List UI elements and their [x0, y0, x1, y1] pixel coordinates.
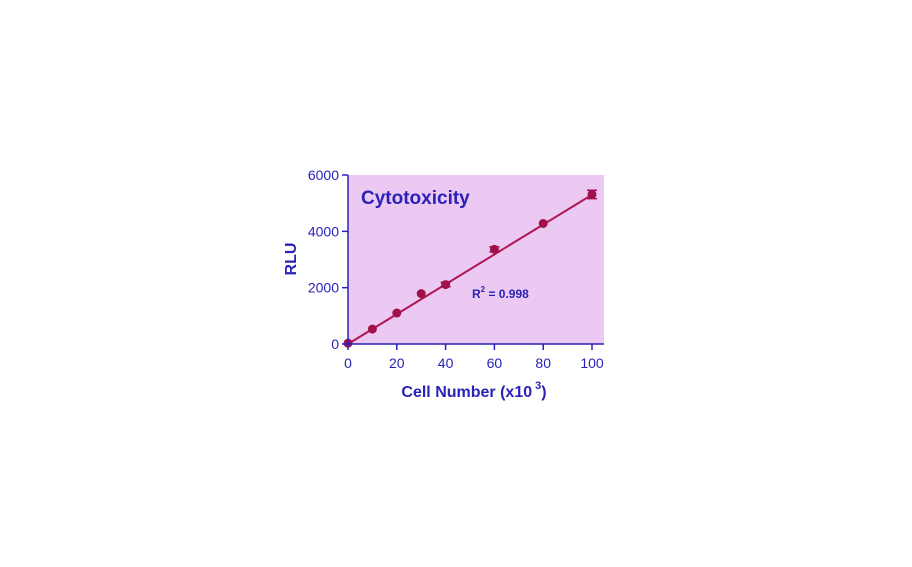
- fit-line: [347, 193, 593, 345]
- r-squared-annotation: R2 = 0.998: [472, 285, 529, 301]
- plot-area: [348, 175, 604, 344]
- x-axis-label-sup: 3: [535, 380, 541, 392]
- x-tick-label: 0: [344, 355, 352, 371]
- r-squared-value: = 0.998: [485, 287, 529, 301]
- r-squared-prefix: R: [472, 287, 481, 301]
- data-point: [587, 189, 597, 199]
- data-point: [489, 244, 499, 254]
- x-axis-label: Cell Number (x10 3): [401, 380, 546, 401]
- y-tick-label: 0: [331, 336, 339, 352]
- x-tick-label: 40: [438, 355, 454, 371]
- data-point: [392, 308, 402, 318]
- x-tick-label: 60: [487, 355, 503, 371]
- y-tick-label: 2000: [308, 280, 339, 296]
- x-axis-label-main: Cell Number (x10: [401, 384, 532, 401]
- data-point: [441, 280, 451, 290]
- x-tick-label: 80: [535, 355, 551, 371]
- r-squared-sup: 2: [481, 285, 486, 294]
- x-tick-label: 100: [580, 355, 604, 371]
- y-axis-label: RLU: [283, 243, 300, 276]
- chart-title: Cytotoxicity: [361, 188, 470, 209]
- data-point: [367, 324, 377, 334]
- data-point: [538, 218, 548, 228]
- x-tick-label: 20: [389, 355, 405, 371]
- y-tick-label: 6000: [308, 167, 339, 183]
- data-point: [416, 289, 426, 299]
- y-tick-label: 4000: [308, 223, 339, 239]
- x-axis-label-close: ): [541, 384, 546, 401]
